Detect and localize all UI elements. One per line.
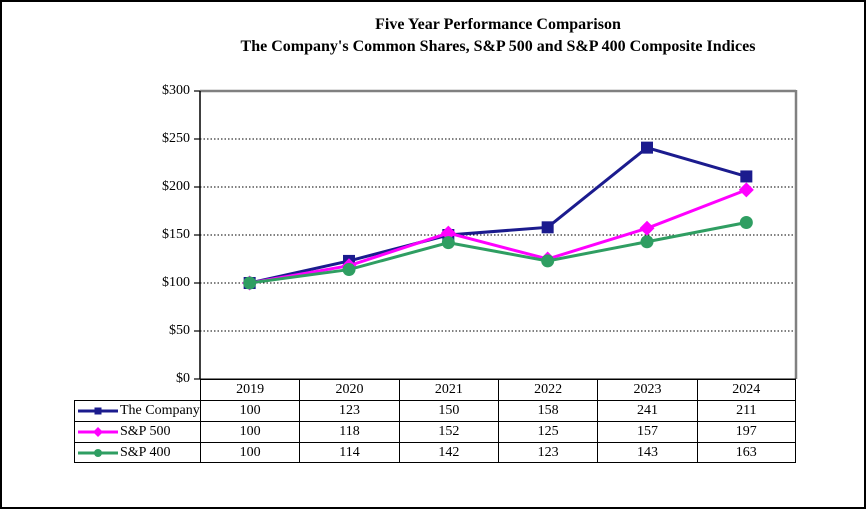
legend-label: The Company	[120, 403, 200, 418]
y-axis-tick-label: $100	[162, 275, 190, 290]
data-point-marker	[342, 263, 356, 277]
year-header-cell: 2022	[497, 379, 598, 400]
data-point-marker	[640, 235, 654, 249]
plot-area-svg	[194, 89, 798, 380]
legend-key-cell: S&P 400	[74, 442, 200, 463]
data-point-marker	[739, 216, 753, 230]
legend-label: S&P 400	[120, 444, 171, 460]
value-cell: 118	[299, 421, 399, 442]
table-corner-cell	[74, 379, 200, 400]
value-cell: 100	[200, 421, 300, 442]
data-point-marker	[740, 170, 753, 183]
y-axis-tick-label: $50	[169, 323, 190, 338]
y-axis-tick-label: $150	[162, 227, 190, 242]
data-point-marker	[639, 220, 655, 236]
value-cell: 143	[597, 442, 697, 463]
perf-table: 2019 2020 2021 2022 2023 2024 The Company 100 12…	[74, 379, 796, 463]
value-cell: 100	[200, 400, 300, 421]
value-cell: 152	[398, 421, 498, 442]
legend-key-cell: S&P 500	[74, 421, 200, 442]
series-line-2	[249, 188, 747, 285]
chart-title-line2: The Company's Common Shares, S&P 500 and…	[240, 38, 756, 55]
data-point-marker	[738, 182, 754, 198]
year-header-cell: 2024	[696, 379, 796, 400]
legend-swatch-circle-icon	[78, 448, 118, 457]
chart-title: Five Year Performance Comparison The Com…	[98, 14, 864, 58]
value-cell: 157	[597, 421, 697, 442]
legend-label: S&P 500	[120, 424, 171, 439]
year-header-cell: 2023	[597, 379, 697, 400]
chart-title-line1: Five Year Performance Comparison	[375, 16, 621, 33]
value-cell: 150	[398, 400, 498, 421]
legend-key-cell: The Company	[74, 400, 200, 421]
legend-marker	[93, 427, 103, 437]
value-cell: 142	[398, 442, 498, 463]
value-cell: 100	[200, 442, 300, 463]
value-cell: 163	[696, 442, 796, 463]
data-point-marker	[541, 254, 555, 268]
value-cell: 158	[497, 400, 598, 421]
y-axis-tick-label: $250	[162, 131, 190, 146]
data-point-marker	[541, 221, 554, 234]
data-point-marker	[441, 236, 455, 250]
value-cell: 123	[299, 400, 399, 421]
legend-marker	[94, 407, 102, 415]
value-cell: 125	[497, 421, 598, 442]
series-line-3	[249, 221, 747, 285]
year-header-cell: 2021	[398, 379, 498, 400]
series-line-1	[249, 145, 747, 285]
legend-marker	[94, 448, 102, 457]
year-header-cell: 2019	[200, 379, 300, 400]
legend-swatch-square-icon	[78, 407, 118, 415]
y-axis-tick-label: $200	[162, 179, 190, 194]
value-cell: 114	[299, 442, 399, 463]
year-header-cell: 2020	[299, 379, 399, 400]
legend-swatch-diamond-icon	[78, 427, 118, 437]
data-point-marker	[440, 225, 456, 241]
y-axis-tick-label: $300	[162, 83, 190, 98]
value-cell: 123	[497, 442, 598, 463]
value-cell: 197	[696, 421, 796, 442]
data-point-marker	[243, 276, 257, 290]
value-cell: 241	[597, 400, 697, 421]
value-cell: 211	[696, 400, 796, 421]
data-point-marker	[641, 141, 653, 154]
